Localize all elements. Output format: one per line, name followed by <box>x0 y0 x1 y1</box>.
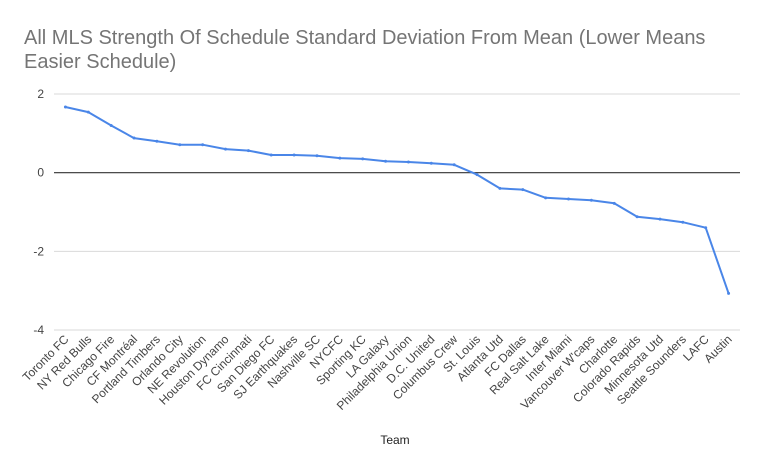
series-line <box>65 106 730 294</box>
data-point <box>178 143 182 147</box>
data-point <box>86 110 90 114</box>
data-point <box>429 161 433 165</box>
series-group <box>63 105 731 295</box>
data-point <box>635 215 639 219</box>
data-point <box>292 153 296 157</box>
y-axis-ticks: 2 0 -2 -4 <box>33 87 44 337</box>
data-point <box>406 160 410 164</box>
data-point <box>612 201 616 205</box>
data-point <box>109 123 113 127</box>
data-point <box>201 143 205 147</box>
y-tick-label: 0 <box>37 166 44 180</box>
data-point <box>704 226 708 230</box>
chart-title: All MLS Strength Of Schedule Standard De… <box>24 27 706 73</box>
y-tick-label: -2 <box>33 244 44 258</box>
data-point <box>338 156 342 160</box>
data-point <box>521 188 525 192</box>
data-point <box>544 196 548 200</box>
y-tick-label: 2 <box>37 87 44 101</box>
data-point <box>224 147 227 151</box>
data-point <box>727 291 731 295</box>
data-point <box>63 105 67 109</box>
data-point <box>475 173 479 177</box>
data-point <box>246 149 250 153</box>
y-tick-label: -4 <box>33 323 44 337</box>
gridlines <box>54 93 740 331</box>
data-point <box>589 198 593 202</box>
data-point <box>384 159 388 163</box>
data-point <box>498 186 502 190</box>
data-point <box>315 154 319 158</box>
data-point <box>132 136 136 140</box>
data-point <box>155 139 159 143</box>
x-axis-title: Team <box>380 433 409 447</box>
data-point <box>681 220 685 224</box>
data-point <box>567 197 570 201</box>
data-point <box>269 153 273 157</box>
data-point <box>452 163 456 167</box>
data-point <box>658 217 662 221</box>
data-point <box>361 157 365 161</box>
